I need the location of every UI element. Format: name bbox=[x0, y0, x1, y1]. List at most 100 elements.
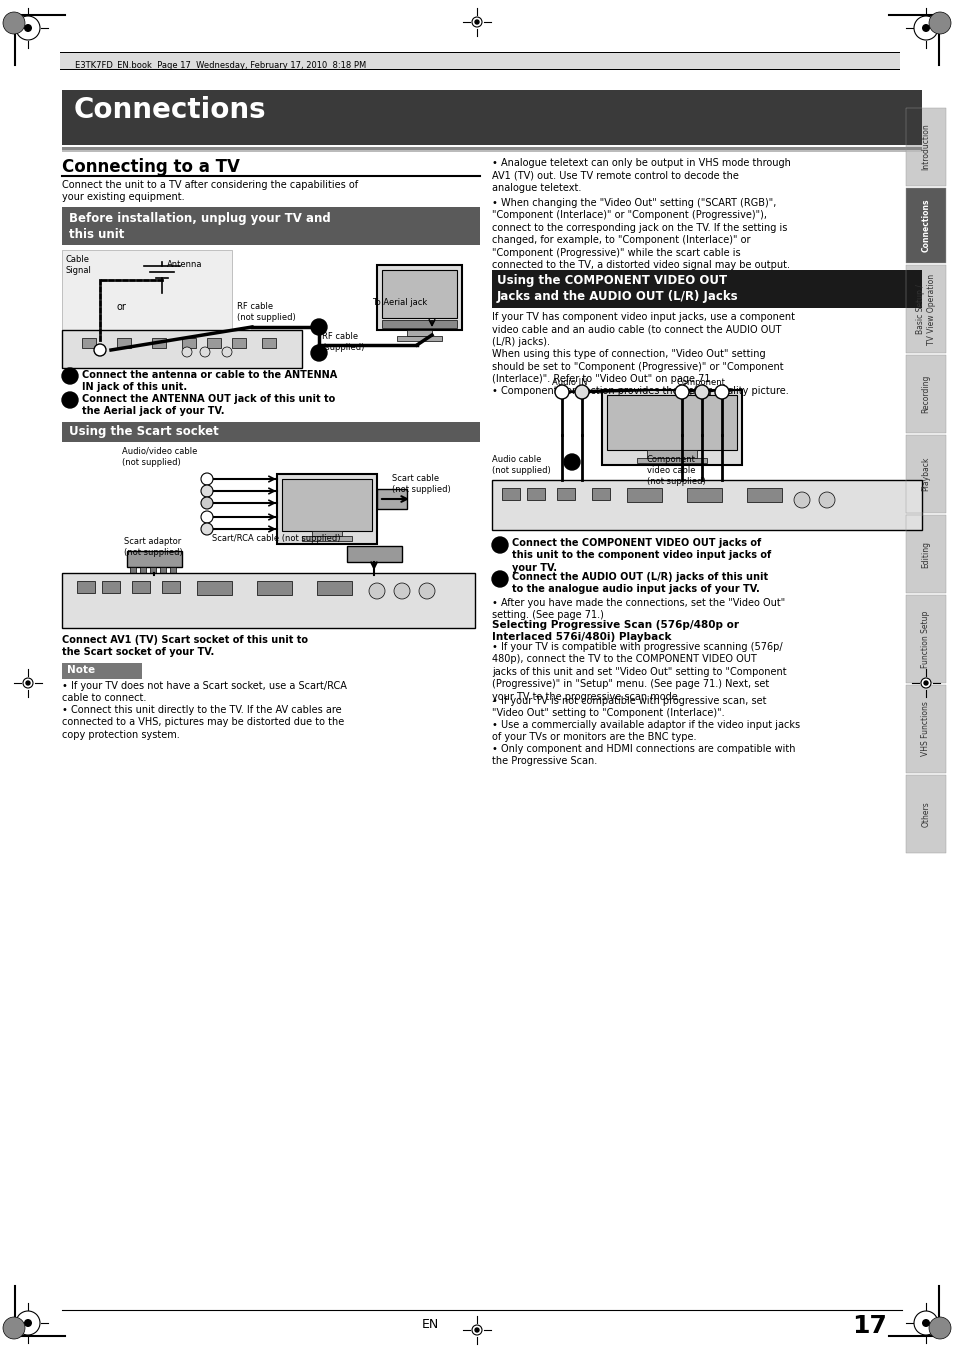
Text: 2: 2 bbox=[67, 394, 73, 405]
Text: Introduction: Introduction bbox=[921, 124, 929, 170]
Text: Audio/video cable
(not supplied): Audio/video cable (not supplied) bbox=[122, 447, 197, 467]
Bar bbox=[132, 581, 150, 593]
Bar bbox=[592, 488, 609, 500]
Bar bbox=[62, 207, 479, 245]
Text: • If your TV is compatible with progressive scanning (576p/
480p), connect the T: • If your TV is compatible with progress… bbox=[492, 642, 786, 701]
Bar bbox=[526, 488, 544, 500]
Circle shape bbox=[475, 1328, 478, 1332]
Bar bbox=[182, 338, 195, 349]
Circle shape bbox=[563, 454, 579, 470]
Bar bbox=[347, 546, 401, 562]
Bar bbox=[905, 108, 945, 186]
Text: Scart adaptor
(not supplied): Scart adaptor (not supplied) bbox=[124, 536, 183, 557]
Text: • If your TV is not compatible with progressive scan, set
"Video Out" setting to: • If your TV is not compatible with prog… bbox=[492, 696, 765, 719]
Bar bbox=[381, 270, 456, 317]
Text: Before installation, unplug your TV and
this unit: Before installation, unplug your TV and … bbox=[69, 212, 331, 240]
Bar bbox=[557, 488, 575, 500]
Circle shape bbox=[695, 385, 708, 399]
Circle shape bbox=[921, 24, 929, 32]
Bar bbox=[316, 581, 352, 594]
Text: Scart/RCA cable (not supplied): Scart/RCA cable (not supplied) bbox=[212, 534, 340, 543]
Circle shape bbox=[793, 492, 809, 508]
Bar bbox=[626, 488, 661, 503]
Bar bbox=[102, 581, 120, 593]
Text: Audio cable
(not supplied): Audio cable (not supplied) bbox=[492, 455, 550, 476]
Circle shape bbox=[201, 497, 213, 509]
Circle shape bbox=[920, 678, 930, 688]
Bar bbox=[492, 270, 921, 308]
Circle shape bbox=[200, 347, 210, 357]
Bar bbox=[62, 422, 479, 442]
Circle shape bbox=[26, 681, 30, 685]
Bar bbox=[905, 108, 945, 186]
Bar bbox=[262, 338, 275, 349]
Bar bbox=[905, 685, 945, 773]
Text: Playback: Playback bbox=[921, 457, 929, 492]
Text: To Aerial jack: To Aerial jack bbox=[372, 299, 427, 307]
Bar bbox=[256, 581, 292, 594]
Text: RF cable
(not supplied): RF cable (not supplied) bbox=[236, 303, 295, 322]
Bar bbox=[89, 340, 111, 359]
Circle shape bbox=[472, 18, 481, 27]
Text: 1: 1 bbox=[315, 322, 322, 332]
Bar bbox=[492, 480, 921, 530]
Bar bbox=[162, 581, 180, 593]
Text: 2: 2 bbox=[315, 349, 322, 358]
Text: Connect the unit to a TV after considering the capabilities of
your existing equ: Connect the unit to a TV after consideri… bbox=[62, 180, 357, 203]
Text: Connect the ANTENNA OUT jack of this unit to
the Aerial jack of your TV.: Connect the ANTENNA OUT jack of this uni… bbox=[82, 394, 335, 416]
Bar bbox=[282, 480, 372, 531]
Circle shape bbox=[311, 319, 327, 335]
Text: If your TV has component video input jacks, use a component
video cable and an a: If your TV has component video input jac… bbox=[492, 312, 794, 396]
Text: 2: 2 bbox=[568, 457, 575, 467]
Text: Cable
Signal: Cable Signal bbox=[66, 255, 91, 276]
Bar bbox=[905, 594, 945, 684]
Text: • When changing the "Video Out" setting ("SCART (RGB)",
"Component (Interlace)" : • When changing the "Video Out" setting … bbox=[492, 199, 789, 270]
Circle shape bbox=[475, 20, 478, 24]
Text: Using the Scart socket: Using the Scart socket bbox=[69, 426, 218, 438]
Bar bbox=[196, 581, 232, 594]
Text: VHS Functions: VHS Functions bbox=[921, 701, 929, 757]
Text: • Analogue teletext can only be output in VHS mode through
AV1 (TV) out. Use TV : • Analogue teletext can only be output i… bbox=[492, 158, 790, 193]
Bar bbox=[77, 581, 95, 593]
Text: E3TK7FD_EN.book  Page 17  Wednesday, February 17, 2010  8:18 PM: E3TK7FD_EN.book Page 17 Wednesday, Febru… bbox=[75, 61, 366, 70]
Text: Others: Others bbox=[921, 801, 929, 827]
Circle shape bbox=[492, 571, 507, 586]
Circle shape bbox=[418, 584, 435, 598]
Circle shape bbox=[24, 24, 32, 32]
Bar bbox=[637, 458, 706, 463]
Circle shape bbox=[23, 678, 33, 688]
Circle shape bbox=[492, 536, 507, 553]
Bar bbox=[686, 488, 721, 503]
Bar bbox=[905, 188, 945, 263]
Text: or: or bbox=[117, 303, 127, 312]
Bar bbox=[746, 488, 781, 503]
Circle shape bbox=[818, 492, 834, 508]
Bar bbox=[606, 394, 737, 450]
Text: Recording: Recording bbox=[921, 374, 929, 413]
Circle shape bbox=[3, 12, 25, 34]
Circle shape bbox=[24, 1319, 32, 1327]
Bar bbox=[152, 338, 166, 349]
Bar bbox=[376, 265, 461, 330]
Text: Connect the AUDIO OUT (L/R) jacks of this unit
to the analogue audio input jacks: Connect the AUDIO OUT (L/R) jacks of thi… bbox=[512, 571, 767, 594]
Circle shape bbox=[201, 511, 213, 523]
Text: RF cable
(supplied): RF cable (supplied) bbox=[322, 332, 364, 353]
Bar bbox=[62, 250, 232, 345]
Bar bbox=[130, 567, 136, 573]
Bar bbox=[905, 515, 945, 593]
Text: Antenna: Antenna bbox=[167, 259, 202, 269]
Circle shape bbox=[913, 1310, 937, 1335]
Bar bbox=[140, 567, 146, 573]
Bar bbox=[905, 188, 945, 263]
Circle shape bbox=[555, 385, 568, 399]
Text: Note: Note bbox=[67, 665, 95, 676]
Text: Connections: Connections bbox=[921, 199, 929, 251]
Text: Component
video cable
(not supplied): Component video cable (not supplied) bbox=[646, 455, 705, 486]
Text: 1: 1 bbox=[67, 372, 73, 381]
Circle shape bbox=[3, 1317, 25, 1339]
Circle shape bbox=[675, 385, 688, 399]
Bar bbox=[905, 265, 945, 353]
Bar bbox=[62, 147, 921, 150]
Bar bbox=[501, 488, 519, 500]
Circle shape bbox=[923, 681, 927, 685]
